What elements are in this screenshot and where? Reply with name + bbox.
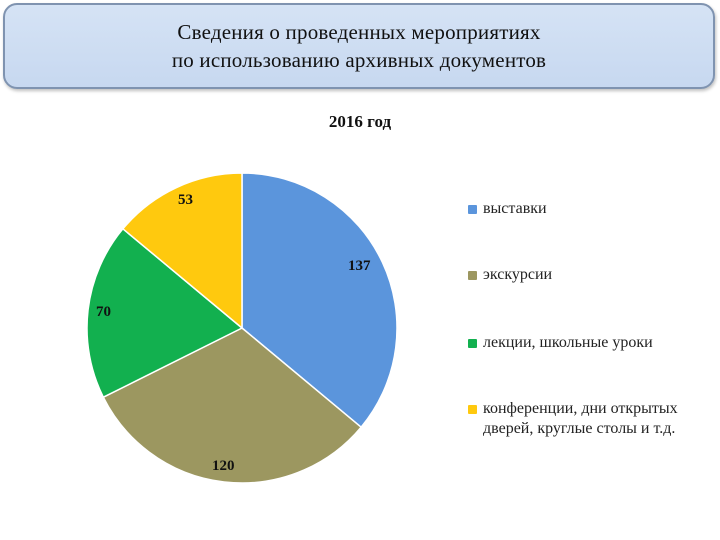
header-title-line-1: Сведения о проведенных мероприятиях <box>177 20 541 44</box>
legend-item-excursions: экскурсии <box>468 265 693 285</box>
header-title-line-2: по использованию архивных документов <box>171 48 547 72</box>
chart-title: 2016 год <box>328 112 392 131</box>
legend-item-exhibitions: выставки <box>468 199 693 219</box>
pie-slice-conferences <box>121 172 243 330</box>
legend-label-lectures: лекции, школьные уроки <box>483 334 653 351</box>
data-label-lectures: 70 <box>96 304 111 320</box>
header-banner: Сведения о проведенных мероприятиях по и… <box>3 3 715 89</box>
data-label-exhibitions: 137 <box>348 258 371 274</box>
pie-slice-excursions <box>102 327 363 484</box>
legend-label-conferences: конференции, дни открытых дверей, круглы… <box>483 400 678 437</box>
pie-slice-lectures <box>86 227 244 399</box>
legend-swatch-lectures <box>468 339 477 348</box>
legend-label-excursions: экскурсии <box>483 266 553 283</box>
legend-item-lectures: лекции, школьные уроки <box>468 333 693 353</box>
legend-item-conferences: конференции, дни открытых дверей, круглы… <box>468 399 693 439</box>
legend-swatch-exhibitions <box>468 205 477 214</box>
legend-swatch-excursions <box>468 271 477 280</box>
legend-swatch-conferences <box>468 405 477 414</box>
pie-slice-exhibitions <box>241 172 398 429</box>
legend-label-exhibitions: выставки <box>483 200 547 217</box>
data-label-excursions: 120 <box>212 458 235 474</box>
data-label-conferences: 53 <box>178 192 193 208</box>
